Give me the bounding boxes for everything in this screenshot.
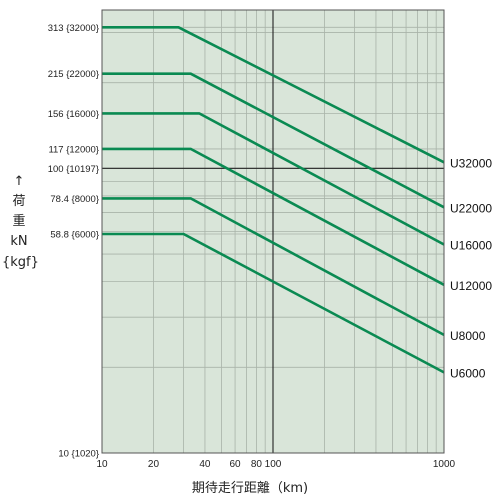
- series-lines: [102, 25, 445, 374]
- y-axis-arrow: ↑: [13, 174, 25, 189]
- reference-lines: [102, 10, 444, 453]
- x-tick-label: 60: [230, 459, 242, 470]
- series-line-u12000: [102, 147, 445, 286]
- y-tick-labels: 313 {32000} 215 {22000} 156 {16000} 117 {12…: [48, 23, 99, 460]
- x-axis-title: 期待走行距離（km): [191, 481, 309, 496]
- series-line-u16000: [102, 112, 445, 246]
- x-tick-label: 10: [96, 459, 108, 470]
- y-tick-label: 156 {16000}: [48, 109, 99, 120]
- x-tick-label: 20: [148, 459, 160, 470]
- series-label-u16000: U16000: [450, 239, 492, 253]
- series-labels: U32000 U22000 U16000 U12000 U8000 U6000: [450, 156, 492, 380]
- y-tick-label: 215 {22000}: [48, 69, 99, 80]
- y-tick-label: 10 {1020}: [58, 449, 99, 460]
- y-tick-label: 313 {32000}: [48, 23, 99, 34]
- series-line-u32000: [102, 25, 445, 164]
- series-label-u6000: U6000: [450, 366, 486, 380]
- y-axis-title: ↑ 荷 重 kN {kgf}: [2, 172, 39, 273]
- x-tick-label: 80: [251, 459, 263, 470]
- y-tick-label: 100 {10197}: [48, 164, 99, 175]
- series-label-u12000: U12000: [450, 279, 492, 293]
- y-tick-label: 78.4 {8000}: [50, 194, 99, 205]
- series-label-u22000: U22000: [450, 201, 492, 215]
- series-label-u8000: U8000: [450, 329, 486, 343]
- series-line-u6000: [102, 232, 445, 374]
- x-tick-label: 100: [265, 459, 282, 470]
- y-tick-label: 117 {12000}: [48, 144, 99, 155]
- series-line-u22000: [102, 72, 445, 209]
- y-tick-label: 58.8 {6000}: [50, 229, 99, 240]
- y-axis-unit-kn: kN: [10, 234, 28, 250]
- y-axis-char-1: 荷: [12, 194, 26, 210]
- series-line-u8000: [102, 197, 445, 337]
- x-tick-label: 1000: [433, 459, 456, 470]
- y-axis-char-2: 重: [12, 214, 26, 230]
- x-tick-labels: 10 20 40 60 80 100 1000: [96, 459, 455, 470]
- y-axis-unit-kgf: {kgf}: [2, 254, 39, 270]
- series-label-u32000: U32000: [450, 156, 492, 170]
- plot-frame: [101, 9, 445, 454]
- x-tick-label: 40: [199, 459, 211, 470]
